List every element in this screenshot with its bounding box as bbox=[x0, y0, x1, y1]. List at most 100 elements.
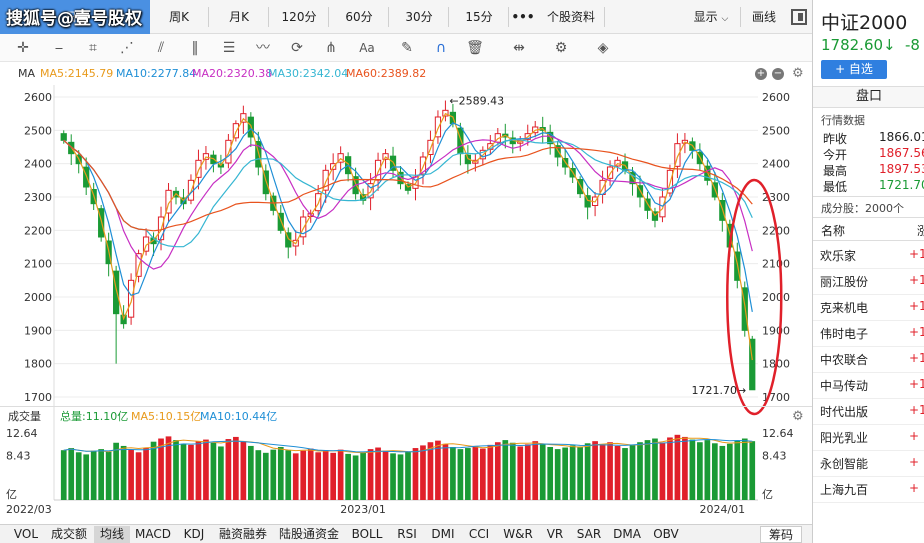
parallel-icon[interactable]: ⫽ bbox=[157, 40, 165, 56]
tab-15min[interactable]: 15分 bbox=[465, 10, 493, 24]
indicator-tab[interactable]: DMA bbox=[613, 527, 641, 541]
stock-change: +1 bbox=[909, 273, 924, 287]
indicator-tab[interactable]: CCI bbox=[468, 527, 490, 541]
indicator-tab[interactable]: VR bbox=[546, 527, 564, 541]
wave-icon[interactable]: 〰 bbox=[256, 40, 270, 56]
cycle-icon[interactable]: ⟳ bbox=[291, 40, 303, 56]
volume-bar bbox=[517, 446, 524, 500]
trash-icon[interactable]: 🗑 bbox=[466, 40, 484, 56]
stock-row[interactable]: 欢乐家 +1 bbox=[813, 243, 924, 269]
stock-row[interactable]: 中马传动 +1 bbox=[813, 373, 924, 399]
volume-bar bbox=[150, 441, 157, 500]
stock-change: +1 bbox=[909, 351, 924, 365]
tab-week-k[interactable]: 周K bbox=[169, 10, 189, 24]
indicator-tab[interactable]: 融资融券 bbox=[218, 527, 267, 541]
tab-30min[interactable]: 30分 bbox=[405, 10, 433, 24]
stock-row[interactable]: 上海九百 + bbox=[813, 477, 924, 503]
stock-row[interactable]: 永创智能 + bbox=[813, 451, 924, 477]
volume-bar bbox=[405, 451, 411, 500]
indicator-tab[interactable]: W&R bbox=[503, 527, 533, 541]
indicator-tab[interactable]: 陆股通资金 bbox=[278, 527, 339, 541]
volume-ma5: MA5:10.15亿 bbox=[131, 410, 202, 423]
more-periods-button[interactable]: ••• bbox=[511, 10, 535, 24]
chips-button[interactable]: 筹码 bbox=[760, 526, 802, 543]
ma10-line bbox=[63, 122, 753, 313]
fork-icon[interactable]: ⋔ bbox=[325, 40, 337, 56]
quote-value: 1897.53 bbox=[879, 162, 924, 176]
indicator-tab[interactable]: OBV bbox=[653, 527, 679, 541]
volume-tick-right: 8.43 bbox=[762, 449, 787, 462]
volume-bar bbox=[726, 443, 733, 500]
volume-settings-icon[interactable]: ⚙ bbox=[792, 409, 804, 424]
indicator-tab[interactable]: RSI bbox=[397, 527, 417, 541]
indicator-tab[interactable]: DMI bbox=[431, 527, 455, 541]
candle-body bbox=[165, 189, 172, 214]
indicator-tab[interactable]: MACD bbox=[135, 527, 171, 541]
price-tick-left: 1700 bbox=[24, 391, 52, 404]
stock-profile-tab[interactable]: 个股资料 bbox=[546, 10, 595, 24]
volume-bar bbox=[532, 441, 539, 500]
volume-bar bbox=[539, 443, 546, 500]
eraser-icon[interactable]: ✎ bbox=[401, 40, 413, 56]
volume-title: 成交量 bbox=[8, 410, 41, 423]
volume-bar bbox=[135, 452, 142, 500]
stock-row[interactable]: 阳光乳业 + bbox=[813, 425, 924, 451]
move-icon[interactable]: ⇹ bbox=[513, 40, 525, 56]
stock-row[interactable]: 伟时电子 +1 bbox=[813, 321, 924, 347]
candle-body bbox=[606, 166, 614, 179]
stock-row[interactable]: 克来机电 +1 bbox=[813, 295, 924, 321]
magnet-icon[interactable]: ∩ bbox=[435, 40, 447, 56]
tab-day-k[interactable]: 日K bbox=[0, 0, 150, 34]
text-icon[interactable]: Aa bbox=[359, 41, 375, 55]
volume-bar bbox=[60, 450, 67, 500]
price-tick-left: 2100 bbox=[24, 258, 52, 271]
volume-bar bbox=[173, 440, 179, 500]
stock-row[interactable]: 中农联合 +1 bbox=[813, 347, 924, 373]
panel-title[interactable]: 盘口 bbox=[813, 86, 924, 108]
line-icon[interactable]: ⎯ bbox=[55, 40, 63, 56]
indicator-tab[interactable]: VOL bbox=[13, 527, 39, 541]
candle-body bbox=[113, 270, 120, 315]
list-header-name: 名称 bbox=[821, 224, 846, 238]
indicator-tab[interactable]: 成交额 bbox=[50, 527, 87, 541]
draw-line-button[interactable]: 画线 bbox=[751, 10, 776, 24]
tab-120min[interactable]: 120分 bbox=[281, 10, 317, 24]
indicator-tab[interactable]: 均线 bbox=[94, 526, 130, 543]
ma5-value: MA5:2145.79 bbox=[40, 67, 114, 80]
add-indicator-icon[interactable]: + bbox=[755, 68, 767, 80]
indicator-tab[interactable]: SAR bbox=[576, 527, 602, 541]
volume-ma10-line bbox=[63, 438, 753, 453]
ma-settings-icon[interactable]: ⚙ bbox=[792, 66, 804, 81]
indicator-tab[interactable]: KDJ bbox=[183, 527, 205, 541]
layers-icon[interactable]: ◈ bbox=[597, 40, 609, 56]
volume-bar bbox=[577, 446, 583, 500]
stock-row[interactable]: 时代出版 +1 bbox=[813, 399, 924, 425]
panel-toggle-icon[interactable] bbox=[788, 0, 810, 34]
price-tick-right: 2400 bbox=[762, 158, 790, 171]
indicator-tab[interactable]: BOLL bbox=[351, 527, 383, 541]
settings-icon[interactable]: ⚙ bbox=[554, 40, 568, 56]
volume-bar bbox=[68, 448, 75, 500]
volume-bar bbox=[554, 449, 561, 500]
tab-60min[interactable]: 60分 bbox=[345, 10, 373, 24]
stock-row[interactable]: 丽江股份 +1 bbox=[813, 269, 924, 295]
candle-body bbox=[322, 169, 329, 191]
bars-icon[interactable]: ‖ bbox=[191, 40, 199, 56]
volume-tick-left: 亿 bbox=[6, 488, 17, 501]
tab-month-k[interactable]: 月K bbox=[229, 10, 249, 24]
crosshair-icon[interactable]: ✛ bbox=[17, 40, 29, 56]
stock-change: +1 bbox=[909, 247, 924, 261]
display-menu[interactable]: 显示 ⌵ bbox=[686, 0, 736, 34]
list-icon[interactable]: ☰ bbox=[222, 40, 236, 56]
index-price: 1782.60↓ bbox=[821, 36, 896, 54]
volume-bar bbox=[195, 441, 202, 500]
candle-body bbox=[225, 139, 232, 164]
add-watchlist-button[interactable]: + 自选 bbox=[821, 60, 887, 79]
price-tick-left: 2400 bbox=[24, 158, 52, 171]
crop-icon[interactable]: ⌗ bbox=[89, 40, 97, 56]
candle-body bbox=[195, 159, 202, 178]
volume-bar bbox=[233, 436, 239, 500]
fan-icon[interactable]: ⋰ bbox=[120, 40, 134, 56]
remove-indicator-icon[interactable]: − bbox=[772, 68, 784, 80]
